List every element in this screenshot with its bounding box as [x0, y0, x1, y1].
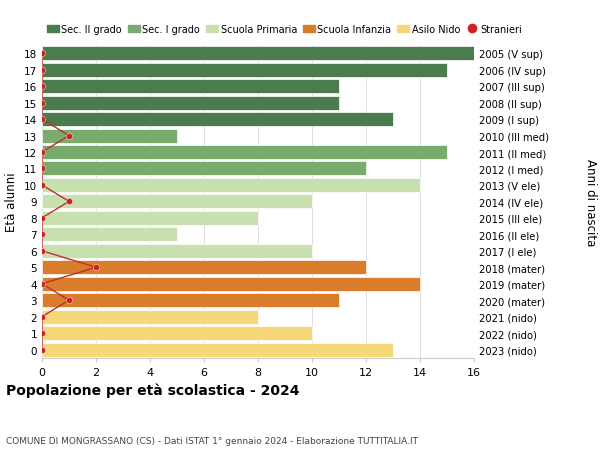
Bar [42, 47, 474, 61]
Bar [42, 80, 339, 94]
Bar [42, 179, 420, 192]
Bar [42, 310, 258, 324]
Bar [42, 228, 177, 242]
Bar [42, 195, 312, 209]
Bar [42, 113, 393, 127]
Bar [42, 294, 339, 308]
Bar [42, 96, 339, 110]
Bar [42, 63, 447, 78]
Bar [42, 343, 393, 357]
Y-axis label: Età alunni: Età alunni [5, 172, 19, 232]
Bar [42, 244, 312, 258]
Bar [42, 261, 366, 274]
Bar [42, 277, 420, 291]
Text: COMUNE DI MONGRASSANO (CS) - Dati ISTAT 1° gennaio 2024 - Elaborazione TUTTITALI: COMUNE DI MONGRASSANO (CS) - Dati ISTAT … [6, 436, 418, 445]
Bar [42, 326, 312, 341]
Bar [42, 129, 177, 143]
Text: Popolazione per età scolastica - 2024: Popolazione per età scolastica - 2024 [6, 382, 299, 397]
Bar [42, 162, 366, 176]
Bar [42, 212, 258, 225]
Bar [42, 146, 447, 160]
Legend: Sec. II grado, Sec. I grado, Scuola Primaria, Scuola Infanzia, Asilo Nido, Stran: Sec. II grado, Sec. I grado, Scuola Prim… [47, 25, 523, 35]
Text: Anni di nascita: Anni di nascita [584, 158, 597, 246]
